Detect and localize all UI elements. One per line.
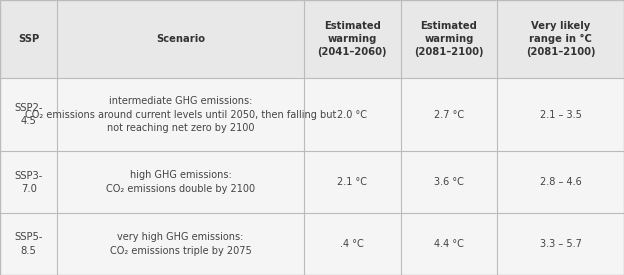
Text: 3.6 °C: 3.6 °C [434, 177, 464, 187]
Bar [0, 151, 624, 213]
Text: Scenario: Scenario [156, 34, 205, 44]
Text: Very likely
range in °C
(2081–2100): Very likely range in °C (2081–2100) [526, 21, 595, 57]
Text: SSP2-
4.5: SSP2- 4.5 [14, 103, 43, 126]
Bar [0, 78, 624, 151]
Text: 4.4 °C: 4.4 °C [434, 239, 464, 249]
Text: high GHG emissions:
CO₂ emissions double by 2100: high GHG emissions: CO₂ emissions double… [106, 170, 255, 194]
Text: SSP3-
7.0: SSP3- 7.0 [14, 170, 43, 194]
Text: 3.3 – 5.7: 3.3 – 5.7 [540, 239, 582, 249]
Text: very high GHG emissions:
CO₂ emissions triple by 2075: very high GHG emissions: CO₂ emissions t… [110, 232, 251, 256]
Text: 2.1 – 3.5: 2.1 – 3.5 [540, 110, 582, 120]
Text: .4 °C: .4 °C [340, 239, 364, 249]
Bar [0, 213, 624, 275]
Text: SSP5-
8.5: SSP5- 8.5 [14, 232, 43, 256]
Text: Estimated
warming
(2081–2100): Estimated warming (2081–2100) [414, 21, 484, 57]
Text: SSP: SSP [18, 34, 39, 44]
Text: intermediate GHG emissions:
CO₂ emissions around current levels until 2050, then: intermediate GHG emissions: CO₂ emission… [25, 96, 336, 133]
Text: 2.8 – 4.6: 2.8 – 4.6 [540, 177, 582, 187]
Text: Estimated
warming
(2041–2060): Estimated warming (2041–2060) [318, 21, 387, 57]
Text: 2.0 °C: 2.0 °C [337, 110, 368, 120]
Text: 2.1 °C: 2.1 °C [337, 177, 368, 187]
Bar [0, 0, 624, 78]
Text: 2.7 °C: 2.7 °C [434, 110, 464, 120]
